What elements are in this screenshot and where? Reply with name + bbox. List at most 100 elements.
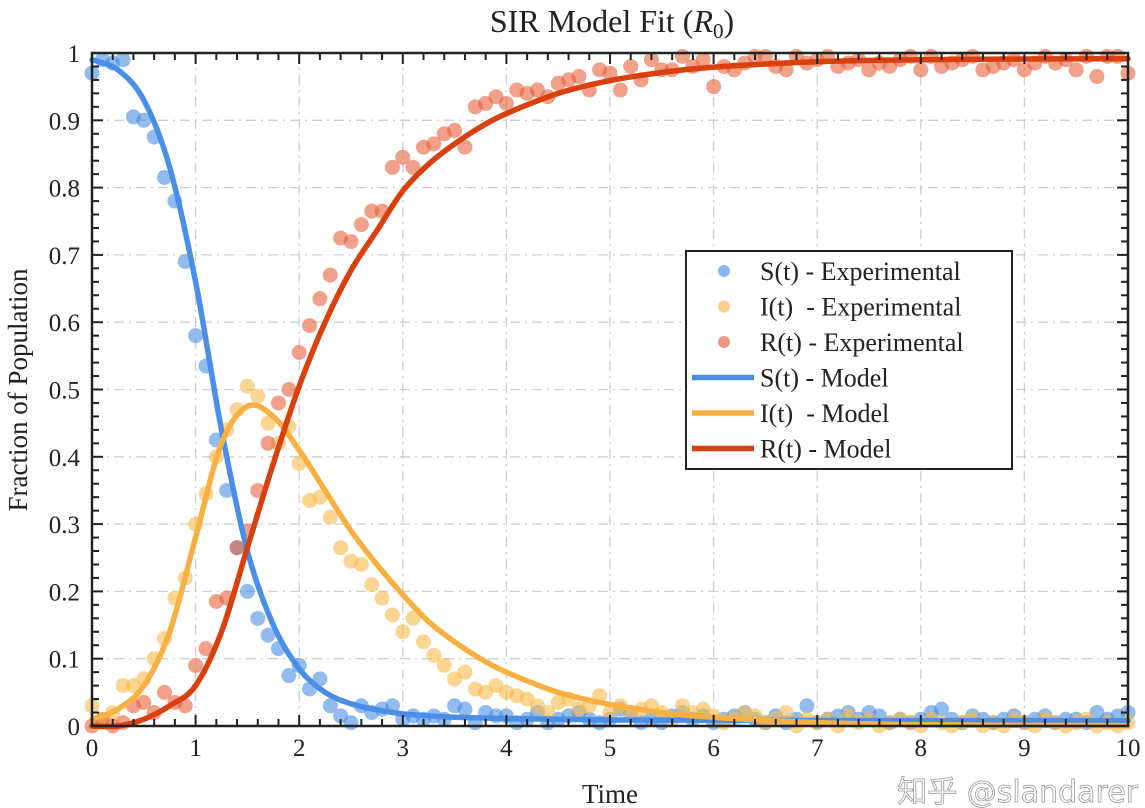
x-tick-label: 3	[397, 735, 410, 762]
legend-label: R(t) - Experimental	[760, 328, 964, 357]
experimental-point	[426, 136, 442, 152]
x-tick-label: 6	[707, 735, 720, 762]
experimental-point	[457, 139, 473, 155]
experimental-point	[312, 489, 328, 505]
experimental-point	[333, 540, 349, 556]
x-tick-label: 9	[1018, 735, 1031, 762]
experimental-point	[115, 678, 131, 694]
experimental-point	[239, 378, 255, 394]
experimental-point	[364, 203, 380, 219]
model-curve	[89, 402, 1131, 729]
y-tick-label: 0.9	[49, 108, 80, 135]
experimental-point	[395, 149, 411, 165]
y-tick-label: 0.2	[49, 579, 80, 606]
experimental-point	[291, 344, 307, 360]
experimental-point	[602, 65, 618, 81]
x-tick-label: 2	[293, 735, 306, 762]
experimental-point	[260, 627, 276, 643]
experimental-point	[353, 556, 369, 572]
x-axis-label: Time	[582, 779, 638, 808]
experimental-point	[157, 684, 173, 700]
y-tick-label: 0.3	[49, 512, 80, 539]
experimental-point	[250, 388, 266, 404]
experimental-point	[395, 624, 411, 640]
experimental-point	[364, 577, 380, 593]
experimental-point	[913, 62, 929, 78]
legend-label: R(t) - Model	[760, 435, 891, 464]
x-tick-label: 10	[1116, 735, 1141, 762]
experimental-point	[1089, 69, 1105, 85]
experimental-point	[312, 291, 328, 307]
experimental-point	[436, 657, 452, 673]
experimental-point	[457, 664, 473, 680]
y-tick-label: 0.7	[49, 243, 80, 270]
experimental-point	[540, 705, 556, 721]
experimental-point	[343, 715, 359, 731]
experimental-point	[198, 641, 214, 657]
watermark: 知乎 @slandarer	[897, 775, 1138, 808]
experimental-point	[405, 159, 421, 175]
legend-label: S(t) - Experimental	[760, 257, 961, 286]
experimental-point	[260, 415, 276, 431]
axes: 0 1 2 3 4 5 6 7 8 9 10 0 0.1 0.2 0.3 0.4 0.5 0.6 0.7 0.8 0.9…	[49, 41, 1141, 762]
y-tick-label: 1	[68, 41, 81, 68]
experimental-point	[188, 657, 204, 673]
experimental-point	[623, 58, 639, 74]
chart-title: SIR Model Fit (R0)	[490, 3, 734, 43]
x-tick-label: 1	[189, 735, 202, 762]
experimental-point	[239, 583, 255, 599]
experimental-point	[260, 435, 276, 451]
experimental-point	[136, 112, 152, 128]
experimental-point	[778, 705, 794, 721]
experimental-point	[612, 82, 628, 98]
y-tick-label: 0	[68, 714, 81, 741]
y-tick-label: 0.4	[49, 445, 81, 472]
experimental-point	[778, 62, 794, 78]
x-tick-label: 5	[604, 735, 617, 762]
experimental-point	[426, 647, 442, 663]
experimental-point	[447, 122, 463, 138]
experimental-point	[270, 395, 286, 411]
experimental-point	[571, 69, 587, 85]
experimental-point	[374, 590, 390, 606]
experimental-point	[322, 267, 338, 283]
legend-box	[685, 250, 1013, 470]
experimental-point	[384, 607, 400, 623]
experimental-point	[1068, 62, 1084, 78]
y-axis-label: Fraction of Population	[3, 268, 33, 511]
experimental-point	[136, 694, 152, 710]
experimental-point	[322, 509, 338, 525]
experimental-point	[405, 610, 421, 626]
experimental-point	[281, 382, 297, 397]
y-tick-label: 0.6	[49, 310, 80, 337]
experimental-point	[157, 170, 173, 186]
experimental-point	[934, 701, 950, 717]
experimental-point	[115, 52, 131, 68]
model-curve	[89, 55, 1131, 730]
experimental-point	[706, 79, 722, 95]
legend-marker-dot	[718, 336, 730, 348]
x-tick-label: 8	[915, 735, 928, 762]
y-tick-label: 0.5	[49, 378, 80, 405]
experimental-point	[384, 159, 400, 175]
experimental-point	[229, 540, 245, 556]
experimental-point	[498, 95, 514, 111]
x-tick-label: 7	[811, 735, 824, 762]
legend-marker-dot	[718, 265, 730, 277]
legend-label: I(t) - Model	[760, 399, 889, 428]
y-tick-label: 0.1	[49, 647, 80, 674]
x-tick-label: 0	[86, 735, 99, 762]
experimental-point	[250, 610, 266, 626]
experimental-point	[188, 328, 204, 344]
experimental-point	[416, 634, 432, 650]
experimental-point	[322, 698, 338, 714]
experimental-point	[353, 217, 369, 233]
x-tick-label: 4	[500, 735, 513, 762]
y-tick-label: 0.8	[49, 176, 80, 203]
experimental-point	[281, 668, 297, 684]
legend: S(t) - Experimental I(t) - Experimental R(…	[685, 250, 1013, 470]
experimental-point	[695, 52, 711, 68]
experimental-point	[799, 698, 815, 714]
legend-label: S(t) - Model	[760, 364, 889, 393]
